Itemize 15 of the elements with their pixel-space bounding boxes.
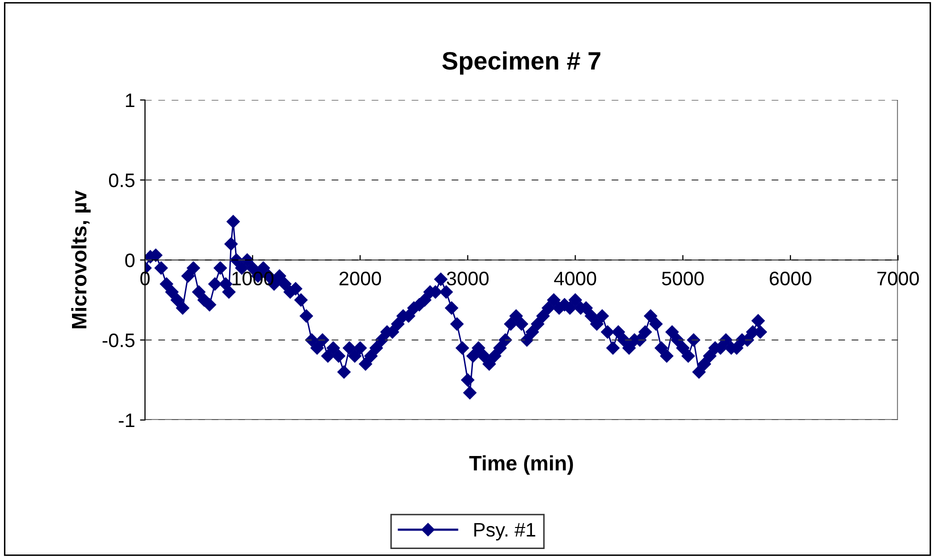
y-tick-label: 1 <box>126 94 134 108</box>
y-tick-label: -1 <box>118 414 134 428</box>
x-tick-label: 2000 <box>339 272 382 286</box>
y-tick-label: -0.5 <box>102 333 134 348</box>
x-tick-label: 3000 <box>446 272 489 286</box>
x-tick-label: 4000 <box>554 272 596 286</box>
legend-label: Psy. #1 <box>474 523 536 540</box>
y-axis-title: Microvolts, µv <box>71 190 91 328</box>
y-tick-label: 0.5 <box>109 173 134 188</box>
x-tick-label: 7000 <box>877 272 919 286</box>
chart-title: Specimen # 7 <box>442 51 600 75</box>
y-tick-label: 0 <box>125 253 135 268</box>
x-axis-title: Time (min) <box>469 455 573 475</box>
x-tick-label: 5000 <box>662 272 704 286</box>
x-tick-label: 6000 <box>770 272 812 286</box>
